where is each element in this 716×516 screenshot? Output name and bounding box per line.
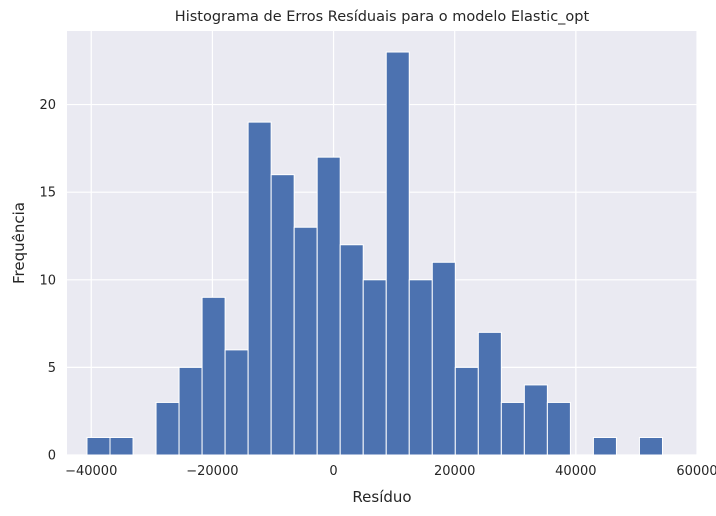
histogram-bar (523, 384, 548, 456)
x-tick-label: 40000 (555, 464, 596, 479)
histogram-bar (385, 51, 410, 456)
x-axis-label: Resíduo (352, 488, 411, 506)
x-tick-label: 60000 (676, 464, 716, 479)
histogram-bar (408, 279, 433, 456)
histogram-bar (500, 401, 525, 456)
histogram-bar (224, 349, 249, 456)
histogram-bar (109, 436, 134, 456)
y-tick-label: 15 (39, 186, 56, 201)
y-axis-label: Frequência (10, 202, 28, 284)
histogram-bar (339, 244, 364, 456)
histogram-bar (638, 436, 663, 456)
histogram-bar (247, 121, 272, 456)
histogram-bar (431, 261, 456, 456)
histogram-bar (86, 436, 111, 456)
histogram-bar (546, 401, 571, 456)
x-axis-ticks: −40000 −20000 0 20000 40000 60000 (65, 464, 716, 479)
histogram-bar (178, 366, 203, 456)
x-tick-label: −40000 (65, 464, 117, 479)
x-tick-label: 0 (329, 464, 337, 479)
histogram-bar (454, 366, 479, 456)
chart-title: Histograma de Erros Resíduais para o mod… (175, 9, 590, 25)
y-tick-label: 10 (39, 273, 56, 288)
x-tick-label: −20000 (186, 464, 238, 479)
histogram-bar (592, 436, 617, 456)
histogram-bar (316, 156, 341, 456)
x-tick-label: 20000 (434, 464, 475, 479)
y-tick-label: 0 (48, 449, 56, 464)
histogram-bar (362, 279, 387, 456)
histogram-bar (201, 296, 226, 456)
histogram-bar (293, 226, 318, 456)
histogram-bar (270, 174, 295, 456)
y-tick-label: 20 (39, 98, 56, 113)
y-axis-ticks: 0 5 10 15 20 (39, 98, 56, 463)
histogram-bar (155, 401, 180, 456)
y-tick-label: 5 (48, 361, 56, 376)
bars (86, 51, 663, 456)
histogram-bar (477, 331, 502, 456)
